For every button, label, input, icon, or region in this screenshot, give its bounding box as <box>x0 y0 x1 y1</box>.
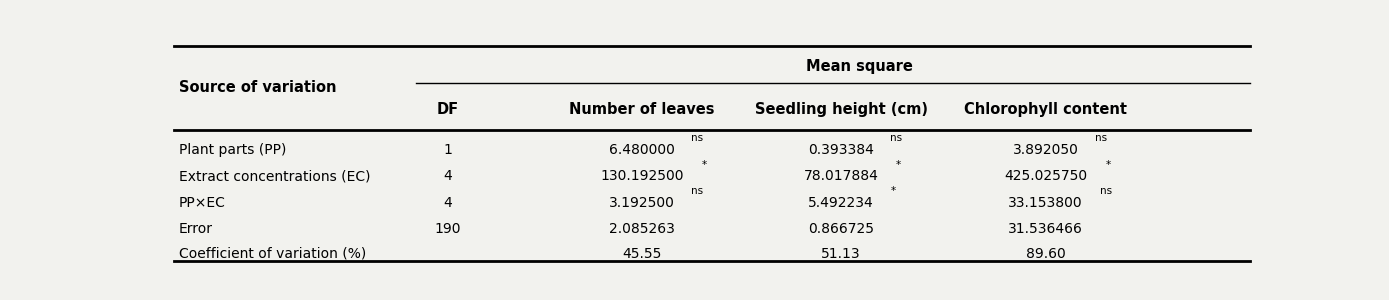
Text: 1: 1 <box>443 143 453 157</box>
Text: 89.60: 89.60 <box>1025 247 1065 261</box>
Text: *: * <box>1106 160 1111 170</box>
Text: 4: 4 <box>443 169 453 183</box>
Text: ns: ns <box>890 133 903 143</box>
Text: 425.025750: 425.025750 <box>1004 169 1088 183</box>
Text: Chlorophyll content: Chlorophyll content <box>964 102 1126 117</box>
Text: Coefficient of variation (%): Coefficient of variation (%) <box>179 247 367 261</box>
Text: Error: Error <box>179 222 213 236</box>
Text: 6.480000: 6.480000 <box>608 143 675 157</box>
Text: ns: ns <box>692 186 703 196</box>
Text: ns: ns <box>692 133 703 143</box>
Text: 2.085263: 2.085263 <box>608 222 675 236</box>
Text: 0.866725: 0.866725 <box>808 222 874 236</box>
Text: Plant parts (PP): Plant parts (PP) <box>179 143 286 157</box>
Text: 31.536466: 31.536466 <box>1008 222 1083 236</box>
Text: Extract concentrations (EC): Extract concentrations (EC) <box>179 169 371 183</box>
Text: *: * <box>890 186 896 196</box>
Text: Seedling height (cm): Seedling height (cm) <box>754 102 928 117</box>
Text: PP×EC: PP×EC <box>179 196 226 210</box>
Text: 190: 190 <box>435 222 461 236</box>
Text: 45.55: 45.55 <box>622 247 661 261</box>
Text: 3.192500: 3.192500 <box>608 196 675 210</box>
Text: 78.017884: 78.017884 <box>804 169 878 183</box>
Text: *: * <box>896 160 901 170</box>
Text: 130.192500: 130.192500 <box>600 169 683 183</box>
Text: 0.393384: 0.393384 <box>808 143 874 157</box>
Text: Number of leaves: Number of leaves <box>569 102 715 117</box>
Text: 5.492234: 5.492234 <box>808 196 874 210</box>
Text: 51.13: 51.13 <box>821 247 861 261</box>
Text: ns: ns <box>1095 133 1107 143</box>
Text: Source of variation: Source of variation <box>179 80 336 95</box>
Text: 3.892050: 3.892050 <box>1013 143 1078 157</box>
Text: Mean square: Mean square <box>807 58 914 74</box>
Text: 33.153800: 33.153800 <box>1008 196 1083 210</box>
Text: 4: 4 <box>443 196 453 210</box>
Text: DF: DF <box>438 102 460 117</box>
Text: *: * <box>703 160 707 170</box>
Text: ns: ns <box>1100 186 1113 196</box>
